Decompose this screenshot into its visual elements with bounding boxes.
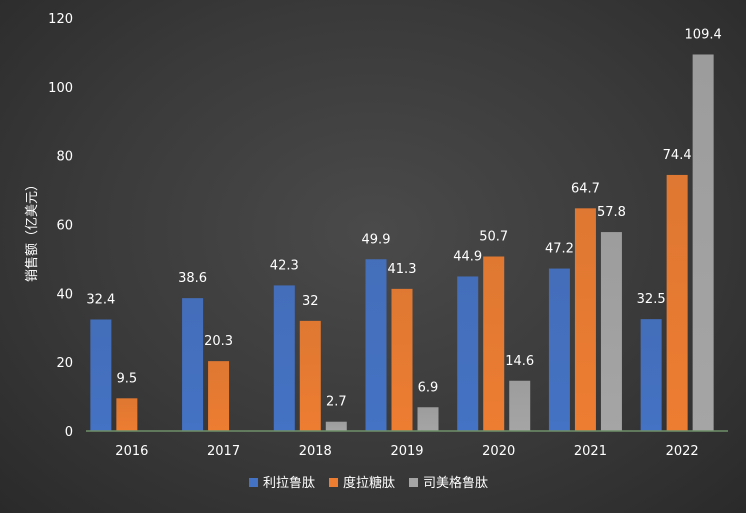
legend-label: 利拉鲁肽 <box>263 476 315 491</box>
x-tick-label: 2017 <box>207 444 240 459</box>
x-axis: 2016 2017 2018 2019 2020 2021 2022 <box>115 444 698 459</box>
bar-司美格鲁肽-2022 <box>692 54 714 432</box>
y-tick-label: 60 <box>56 219 73 234</box>
data-label: 6.9 <box>418 380 439 395</box>
data-label: 38.6 <box>178 271 207 286</box>
bar-利拉鲁肽-2019 <box>365 259 387 431</box>
data-label: 14.6 <box>505 354 534 369</box>
bar-利拉鲁肽-2017 <box>182 298 204 431</box>
data-label: 74.4 <box>663 148 692 163</box>
bar-度拉糖肽-2018 <box>299 320 321 431</box>
data-label: 44.9 <box>453 249 482 264</box>
y-axis: 0 20 40 60 80 100 120 <box>48 12 73 440</box>
bar-度拉糖肽-2017 <box>208 361 230 431</box>
bar-利拉鲁肽-2022 <box>640 319 662 431</box>
data-label: 41.3 <box>388 262 417 277</box>
x-tick-label: 2016 <box>115 444 148 459</box>
data-label: 2.7 <box>326 395 347 410</box>
legend-label: 司美格鲁肽 <box>423 475 488 491</box>
x-tick-label: 2018 <box>299 444 332 459</box>
data-label: 42.3 <box>270 258 299 273</box>
data-label: 47.2 <box>545 242 574 257</box>
data-label: 49.9 <box>362 232 391 247</box>
legend: 利拉鲁肽 度拉糖肽 司美格鲁肽 <box>249 475 488 491</box>
y-tick-label: 80 <box>56 150 73 165</box>
data-label: 50.7 <box>479 230 508 245</box>
bar-利拉鲁肽-2020 <box>457 276 479 431</box>
bar-度拉糖肽-2019 <box>391 288 413 431</box>
bar-度拉糖肽-2016 <box>116 398 138 431</box>
bars: 32.4 9.5 38.6 20.3 42.3 32 2.7 49.9 41.3 6.9 44.9 5… <box>86 27 722 432</box>
x-tick-label: 2020 <box>482 444 515 459</box>
legend-label: 度拉糖肽 <box>343 475 395 491</box>
y-axis-title: 销售额（亿美元） <box>24 178 40 282</box>
bar-司美格鲁肽-2019 <box>417 407 439 431</box>
y-tick-label: 20 <box>56 356 73 371</box>
y-tick-label: 100 <box>48 81 73 96</box>
bar-司美格鲁肽-2018 <box>325 421 347 431</box>
y-tick-label: 40 <box>56 287 73 302</box>
data-label: 32 <box>302 294 319 309</box>
bar-度拉糖肽-2020 <box>483 256 505 431</box>
data-label: 9.5 <box>117 371 138 386</box>
legend-swatch <box>329 478 338 487</box>
data-label: 57.8 <box>597 205 626 220</box>
legend-swatch <box>249 478 258 487</box>
bar-度拉糖肽-2021 <box>574 208 596 431</box>
bar-司美格鲁肽-2020 <box>509 380 531 431</box>
y-tick-label: 0 <box>65 425 73 440</box>
bar-利拉鲁肽-2016 <box>90 319 112 431</box>
y-tick-label: 120 <box>48 12 73 27</box>
legend-swatch <box>409 478 418 487</box>
x-tick-label: 2019 <box>390 444 423 459</box>
data-label: 109.4 <box>685 27 722 42</box>
x-tick-label: 2021 <box>574 444 607 459</box>
data-label: 20.3 <box>204 334 233 349</box>
bar-司美格鲁肽-2021 <box>600 232 622 431</box>
bar-利拉鲁肽-2021 <box>548 268 570 431</box>
data-label: 64.7 <box>571 181 600 196</box>
bar-度拉糖肽-2022 <box>666 174 688 431</box>
bar-利拉鲁肽-2018 <box>273 285 295 431</box>
data-label: 32.4 <box>86 292 115 307</box>
x-tick-label: 2022 <box>666 444 699 459</box>
data-label: 32.5 <box>637 292 666 307</box>
